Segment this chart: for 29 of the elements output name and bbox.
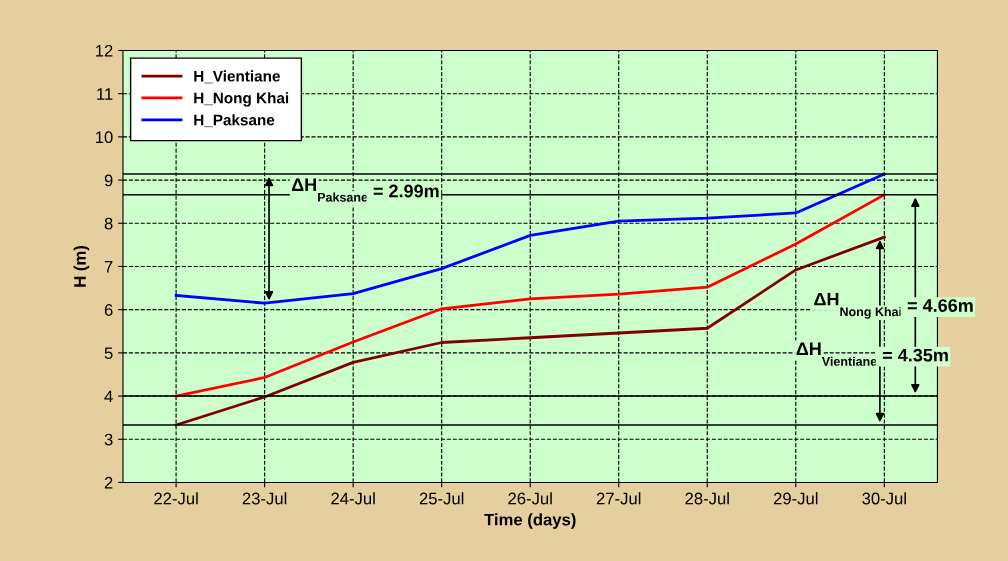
y-tick-label: 5 [104,347,113,360]
y-tick-label: 6 [104,304,113,316]
x-tick-label: 30-Jul [862,492,906,505]
x-tick-label: 27-Jul [596,492,641,505]
y-tick-label: 8 [104,217,113,230]
y-tick-label: 3 [104,433,113,446]
y-tick-label: 2 [104,476,113,489]
x-tick-label: 25-Jul [419,492,464,505]
y-tick-label: 10 [95,131,113,144]
x-tick-label: 26-Jul [508,492,552,505]
y-tick-label: 11 [97,88,113,100]
y-tick-label: 7 [104,261,113,273]
annotation: ΔHNong Khai = 4.66m [814,292,973,319]
legend-label: H_Nong Khai [194,92,289,107]
x-tick-label: 28-Jul [685,492,729,505]
annotation: ΔHVientiane = 4.35m [796,342,948,366]
y-axis-title: H (m) [73,246,90,287]
x-tick-label: 22-Jul [154,492,198,505]
y-tick-label: 4 [104,390,113,403]
annotation: ΔHPaksane = 2.99m [291,178,439,202]
line-series [174,172,886,305]
x-axis-title: Time (days) [484,513,576,529]
x-tick-label: 24-Jul [331,492,375,505]
x-tick-label: 29-Jul [773,492,818,505]
legend-label: H_Vientiane [194,70,280,84]
y-tick-label: 9 [104,174,113,187]
legend-label: H_Paksane [194,114,275,128]
x-tick-label: 23-Jul [242,492,287,505]
y-tick-label: 12 [95,44,113,57]
